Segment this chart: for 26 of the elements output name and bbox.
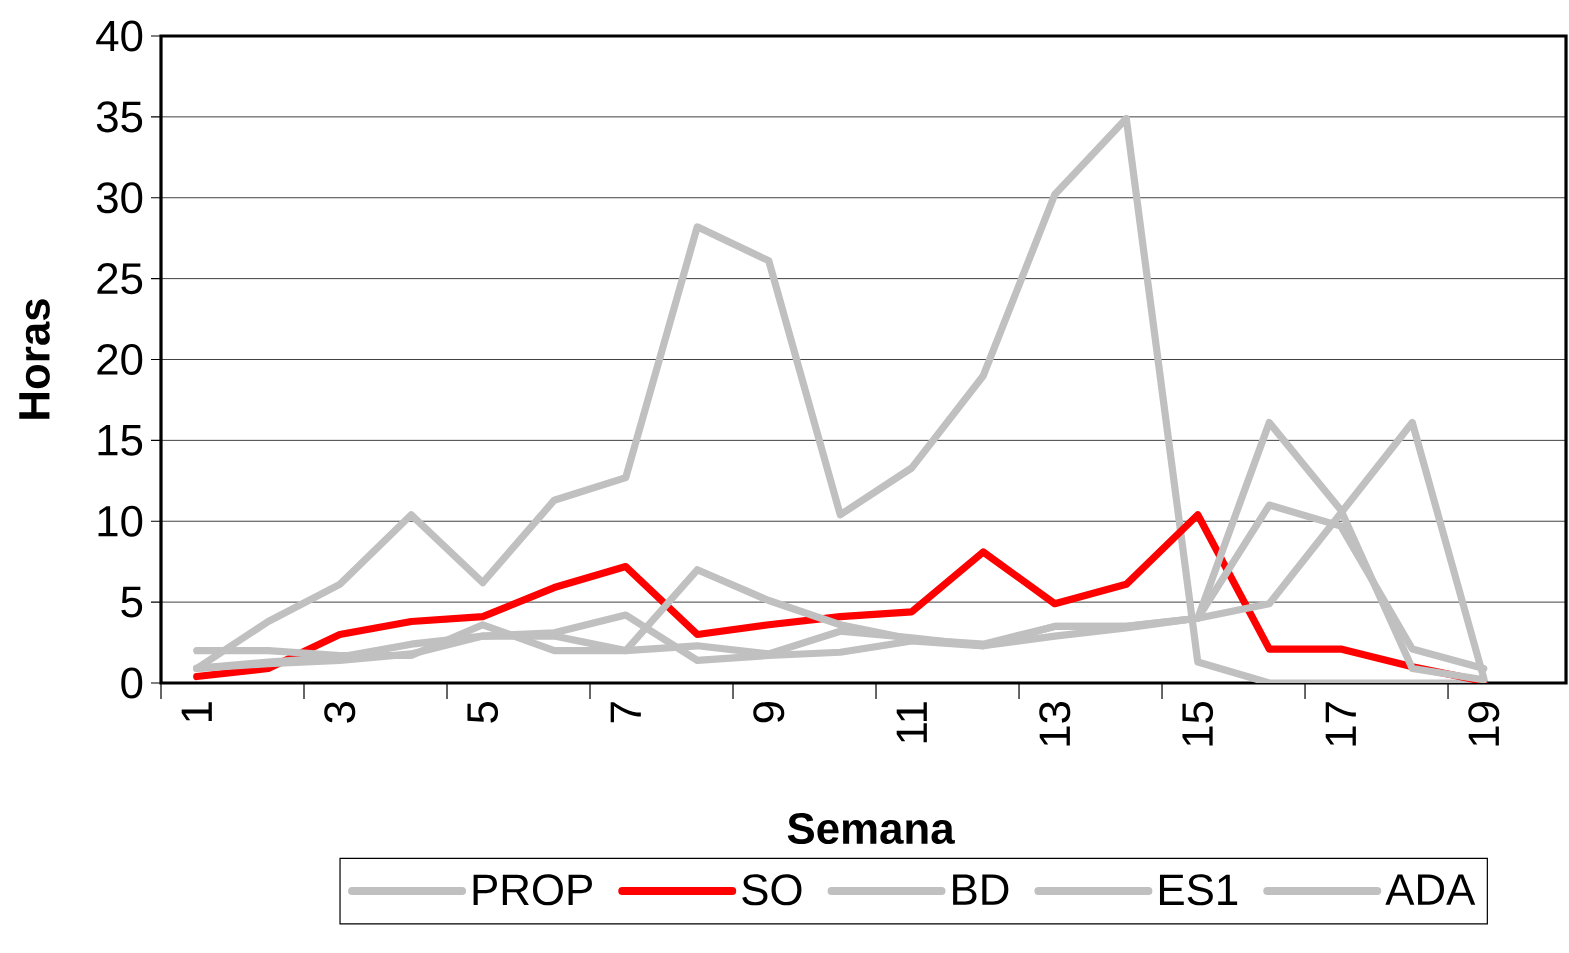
x-tick-label: 3 (324, 701, 356, 723)
legend-label: SO (742, 874, 802, 906)
y-tick-label: 20 (97, 343, 143, 376)
x-tick-label: 1 (181, 702, 212, 722)
x-tick-label: 5 (467, 701, 499, 723)
legend-label: PROP (473, 874, 592, 906)
legend-label: ES1 (1159, 874, 1238, 906)
y-tick-label: 10 (98, 505, 143, 537)
y-tick-label: 25 (97, 263, 143, 295)
x-tick-label: 19 (1468, 702, 1500, 746)
legend-label: BD (953, 874, 1009, 905)
x-tick-label: 11 (896, 702, 927, 743)
x-tick-label: 13 (1039, 701, 1071, 746)
y-tick-label: 35 (96, 101, 143, 133)
y-tick-label: 5 (121, 586, 143, 618)
x-axis-title: Semana (787, 813, 955, 845)
x-tick-label: 17 (1325, 702, 1356, 746)
x-tick-label: 15 (1182, 701, 1214, 746)
y-tick-label: 0 (121, 667, 143, 699)
y-axis-title: Horas (19, 299, 50, 419)
x-tick-label: 7 (610, 702, 641, 723)
y-tick-label: 30 (96, 182, 143, 214)
x-tick-label: 9 (753, 702, 785, 723)
legend-label: ADA (1385, 874, 1476, 905)
y-tick-label: 15 (98, 425, 143, 456)
y-tick-label: 40 (96, 20, 143, 52)
